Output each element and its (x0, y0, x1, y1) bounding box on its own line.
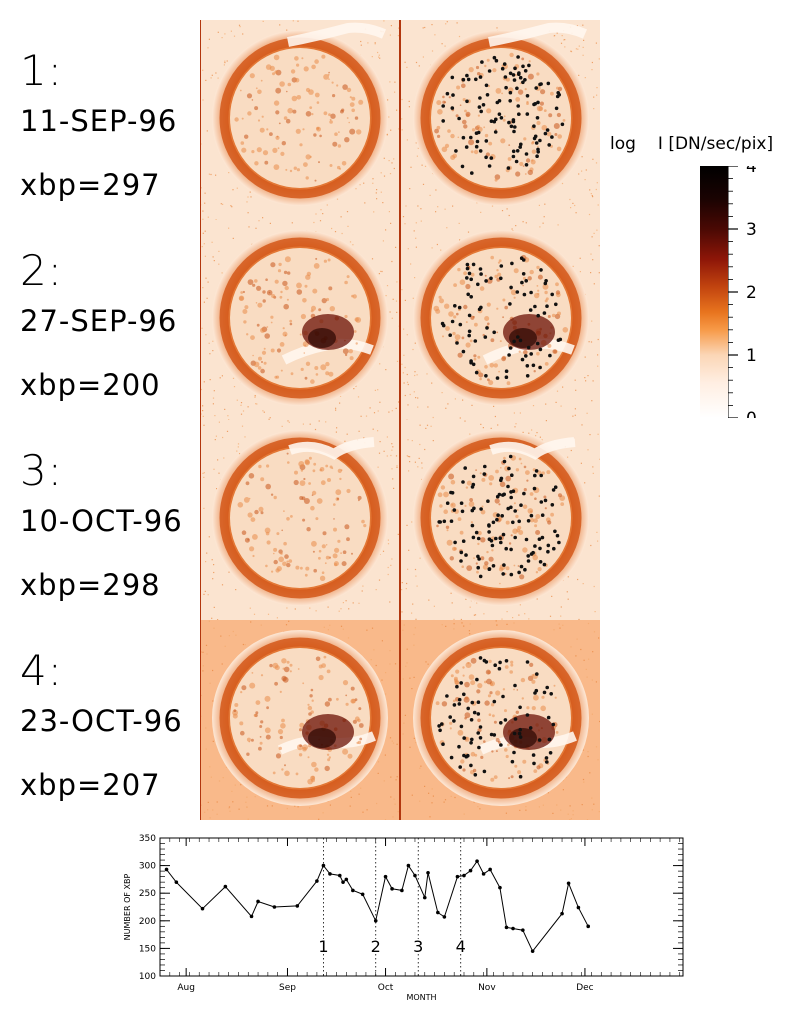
data-point (462, 873, 466, 878)
x-axis-label: MONTH (406, 993, 436, 1002)
x-tick-label: Aug (177, 983, 195, 993)
data-point (360, 892, 365, 897)
data-point (566, 881, 571, 886)
solar-xray-image (200, 20, 399, 220)
solar-image-grid (200, 20, 600, 820)
data-point (351, 888, 355, 893)
data-point (295, 904, 300, 908)
panel-label-4: 4: 23-OCT-96 xbp=207 (20, 620, 200, 820)
xbp-time-series-chart: 100 150 200 250 300 350 Aug Sep Oct Nov Dec MONTH NU… (123, 834, 684, 1002)
y-tick-label: 200 (139, 917, 156, 927)
panel-xbp-count: xbp=298 (20, 568, 161, 602)
panel-xbp-count: xbp=207 (20, 768, 161, 802)
data-point (406, 863, 411, 868)
panel-label-3: 3: 10-OCT-96 xbp=298 (20, 420, 200, 620)
data-point (436, 910, 440, 915)
data-point (511, 926, 515, 931)
data-point (174, 880, 179, 884)
panel-number: 3: (20, 446, 63, 495)
y-tick-label: 150 (139, 944, 156, 954)
data-point (315, 879, 319, 883)
image-divider (399, 20, 401, 820)
data-point (200, 906, 205, 911)
data-point (164, 867, 169, 872)
image-divider (200, 20, 201, 820)
y-tick-label: 100 (139, 972, 156, 982)
y-tick-label: 300 (139, 862, 156, 872)
panel-date: 10-OCT-96 (20, 504, 183, 538)
solar-xray-image (401, 420, 600, 620)
solar-xray-image (200, 620, 399, 820)
data-point (321, 863, 326, 868)
data-point (413, 873, 417, 878)
colorbar-title-unit: I [DN/sec/pix] (657, 134, 774, 154)
data-point (400, 888, 404, 893)
marker-label: 4 (456, 937, 466, 956)
data-point (328, 872, 332, 876)
data-point (586, 924, 591, 929)
x-tick-label: Sep (279, 983, 296, 993)
marker-label: 2 (371, 937, 381, 956)
colorbar-tick-label: 0 (746, 409, 757, 418)
data-point (272, 905, 277, 909)
data-point (223, 884, 228, 889)
colorbar-title: log I [DN/sec/pix] (610, 134, 773, 154)
data-point (426, 870, 430, 875)
y-tick-label: 250 (139, 889, 156, 899)
data-point (249, 914, 254, 919)
data-point (481, 872, 486, 876)
data-point (383, 874, 388, 879)
data-point (576, 905, 581, 910)
plot-frame (159, 837, 684, 977)
data-point (468, 868, 473, 873)
data-point (344, 877, 349, 882)
panel-xbp-count: xbp=200 (20, 368, 161, 402)
panel-number: 1: (20, 46, 63, 95)
panel-labels: 1: 11-SEP-96 xbp=297 2: 27-SEP-96 xbp=20… (0, 0, 200, 820)
data-point (504, 925, 509, 930)
data-point (455, 874, 460, 879)
colorbar-tick-label: 1 (746, 346, 757, 366)
panel-label-2: 2: 27-SEP-96 xbp=200 (20, 220, 200, 420)
y-tick-label: 350 (139, 834, 156, 844)
marker-label: 1 (318, 937, 328, 956)
data-point (560, 911, 564, 916)
data-point (475, 859, 479, 863)
y-axis-label: NUMBER OF XBP (123, 874, 132, 941)
colorbar (700, 166, 728, 418)
data-point (530, 949, 535, 953)
colorbar-title-log: log (610, 134, 636, 154)
data-point (373, 919, 378, 923)
data-point (256, 899, 260, 904)
panel-label-1: 1: 11-SEP-96 xbp=297 (20, 20, 200, 220)
solar-xray-image (200, 220, 399, 420)
panel-number: 2: (20, 246, 63, 295)
data-point (390, 886, 394, 891)
colorbar-tick-label: 3 (746, 220, 757, 240)
x-tick-label: Oct (378, 983, 394, 993)
marker-label: 3 (413, 937, 423, 956)
colorbar-axis: 0 1 2 3 4 (728, 166, 757, 418)
data-point (498, 885, 502, 890)
data-point (488, 867, 492, 872)
panel-date: 11-SEP-96 (20, 104, 178, 138)
x-tick-label: Dec (576, 983, 593, 993)
panel-date: 23-OCT-96 (20, 704, 183, 738)
solar-xray-image (401, 20, 600, 220)
data-point (337, 873, 342, 878)
data-point (341, 880, 345, 884)
solar-xray-image (200, 420, 399, 620)
data-point (521, 928, 525, 932)
panel-xbp-count: xbp=297 (20, 168, 161, 202)
x-tick-label: Nov (478, 983, 496, 993)
colorbar-tick-label: 2 (746, 283, 757, 303)
colorbar-tick-label: 4 (746, 166, 757, 177)
panel-number: 4: (20, 646, 63, 695)
panel-date: 27-SEP-96 (20, 304, 178, 338)
data-point (422, 895, 427, 900)
solar-xray-image (401, 220, 600, 420)
solar-xray-image (401, 620, 600, 820)
data-point (442, 915, 447, 919)
